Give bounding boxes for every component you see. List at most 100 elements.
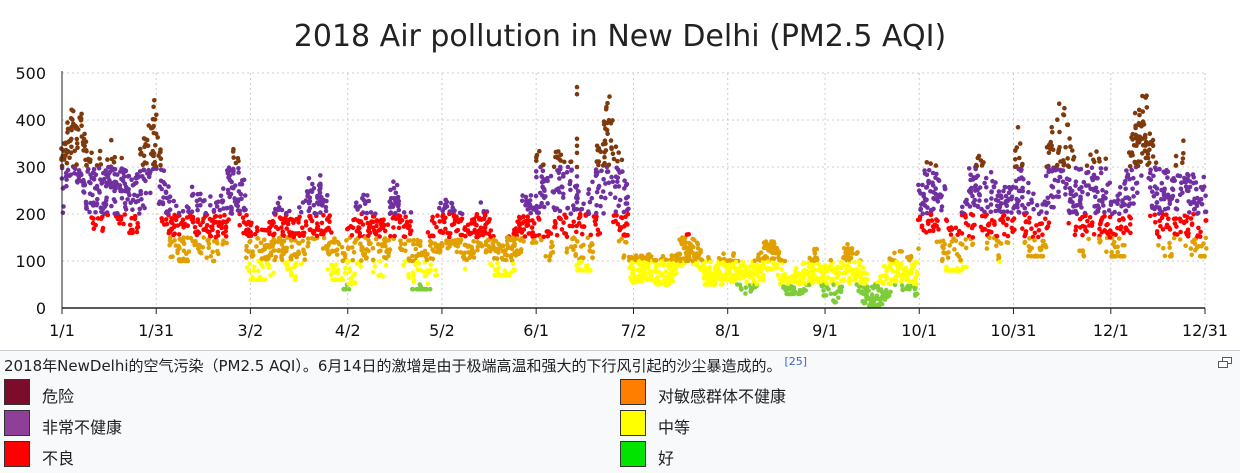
data-point	[462, 225, 468, 230]
data-point	[512, 267, 517, 273]
data-point	[967, 204, 973, 209]
data-point	[861, 285, 867, 290]
data-point	[625, 232, 630, 238]
data-point	[605, 100, 610, 106]
reference-link[interactable]: [25]	[784, 355, 808, 368]
data-point	[392, 233, 397, 239]
data-point	[97, 148, 103, 154]
data-point	[1164, 212, 1169, 217]
data-point	[302, 251, 308, 257]
data-point	[358, 264, 364, 269]
data-point	[174, 203, 179, 209]
enlarge-icon[interactable]	[1218, 357, 1232, 369]
data-point	[1020, 185, 1025, 191]
data-point	[90, 192, 95, 198]
data-point	[451, 221, 457, 227]
data-point	[1117, 217, 1122, 223]
data-point	[796, 271, 802, 276]
data-point	[613, 144, 619, 149]
data-point	[1178, 186, 1184, 192]
data-point	[1082, 224, 1088, 230]
data-point	[783, 277, 789, 282]
data-point	[115, 172, 120, 177]
data-point	[208, 194, 213, 199]
data-point	[1154, 200, 1160, 205]
data-point	[547, 257, 552, 263]
data-point	[244, 213, 249, 218]
data-point	[161, 195, 166, 200]
data-point	[153, 163, 158, 169]
data-point	[167, 235, 173, 241]
data-point	[402, 241, 408, 247]
data-point	[568, 187, 573, 193]
data-point	[388, 210, 394, 215]
data-point	[1173, 153, 1179, 159]
data-point	[916, 188, 922, 193]
data-point	[1142, 134, 1148, 139]
data-point	[600, 189, 606, 194]
data-point	[1128, 215, 1133, 221]
data-point	[1143, 95, 1148, 100]
data-point	[301, 230, 307, 236]
data-point	[510, 261, 516, 267]
data-point	[357, 225, 362, 231]
data-point	[832, 291, 837, 297]
data-point	[1174, 232, 1180, 237]
data-point	[363, 215, 369, 221]
data-point	[421, 269, 426, 274]
data-point	[1002, 231, 1007, 237]
data-point	[598, 203, 603, 209]
data-point	[1046, 150, 1052, 155]
data-point	[928, 161, 933, 166]
data-point	[153, 143, 158, 148]
data-point	[1005, 233, 1011, 239]
data-point	[215, 229, 221, 235]
data-point	[1098, 220, 1103, 226]
data-point	[802, 280, 808, 286]
data-point	[982, 180, 987, 186]
data-point	[244, 247, 249, 253]
data-point	[206, 241, 212, 246]
data-point	[1040, 232, 1045, 237]
data-point	[156, 153, 161, 158]
data-point	[1070, 200, 1075, 205]
data-point	[854, 267, 860, 272]
data-point	[255, 228, 260, 234]
data-point	[342, 253, 348, 259]
data-point	[528, 210, 533, 216]
data-point	[1130, 186, 1135, 192]
data-point	[1005, 240, 1011, 245]
data-point	[279, 255, 284, 261]
data-point	[1129, 135, 1134, 140]
data-point	[130, 230, 135, 236]
data-point	[1061, 162, 1066, 168]
data-point	[1089, 165, 1095, 170]
data-point	[374, 223, 379, 229]
data-point	[934, 171, 939, 177]
data-point	[558, 158, 563, 163]
data-point	[478, 200, 484, 205]
data-point	[731, 251, 737, 256]
data-point	[244, 243, 249, 249]
data-point	[924, 210, 930, 216]
data-point	[388, 204, 393, 210]
data-point	[281, 251, 287, 257]
data-point	[590, 255, 595, 260]
data-point	[248, 238, 253, 244]
data-point	[400, 262, 406, 268]
data-point	[594, 189, 600, 195]
data-point	[686, 232, 691, 237]
data-point	[171, 232, 176, 238]
data-point	[579, 206, 585, 212]
data-point	[603, 181, 608, 186]
data-point	[135, 224, 141, 230]
data-point	[1115, 201, 1120, 207]
data-point	[988, 202, 994, 207]
data-point	[430, 214, 436, 220]
data-point	[737, 282, 743, 288]
data-point	[926, 167, 932, 173]
data-point	[802, 267, 808, 273]
data-point	[727, 262, 732, 268]
data-point	[572, 236, 577, 241]
x-tick-label: 8/1	[715, 321, 741, 340]
